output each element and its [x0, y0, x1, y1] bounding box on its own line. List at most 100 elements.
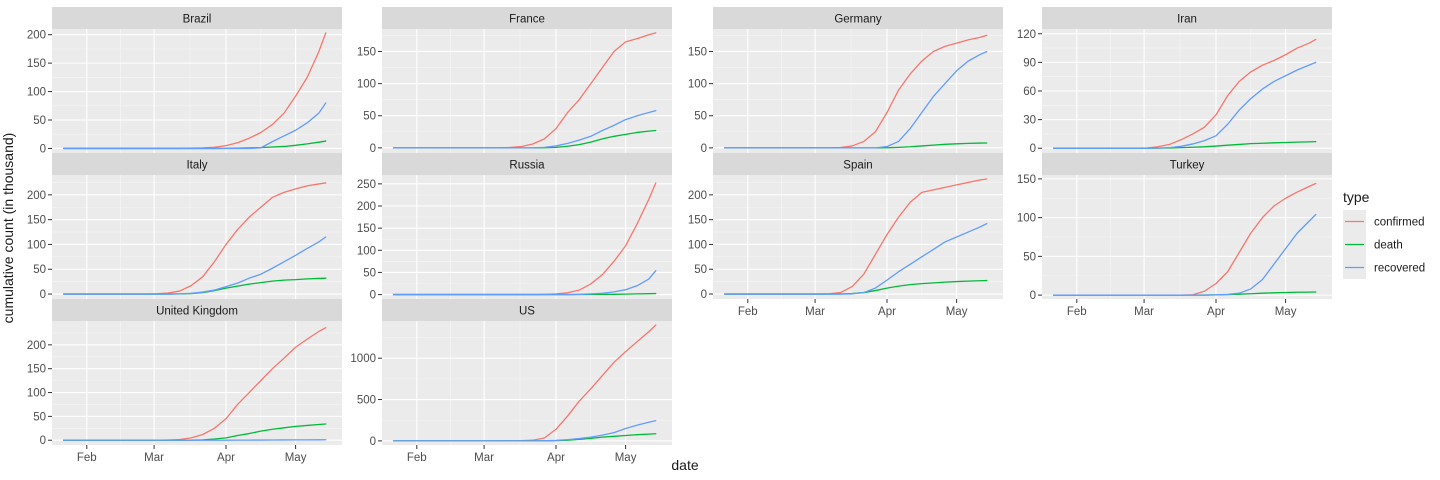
panel-background [382, 175, 672, 299]
panel-germany: Germany 0 50 100 150 [688, 7, 1003, 155]
y-tick-label: 250 [357, 179, 376, 191]
y-tick-label: 90 [1023, 57, 1036, 69]
x-axis-title: date [671, 457, 698, 473]
x-tick-label: Feb [407, 452, 427, 464]
panel-russia: Russia 0 50 100 150 200 250 [357, 153, 672, 302]
legend-entry-confirmed: confirmed [1343, 210, 1425, 233]
panel-background [52, 29, 342, 153]
panel-background [713, 29, 1003, 153]
y-tick-label: 50 [33, 264, 46, 276]
x-tick-label: Mar [474, 452, 494, 464]
panel-strip [52, 299, 342, 321]
panel-background [52, 175, 342, 299]
panel-strip [52, 7, 342, 29]
x-tick-label: May [946, 306, 968, 318]
panel-strip [1042, 7, 1332, 29]
panel-us: US 0 500 1000 Feb Mar Apr May [350, 299, 672, 464]
y-tick-label: 0 [1030, 290, 1036, 302]
y-tick-label: 100 [1017, 213, 1036, 225]
series-line-recovered [392, 109, 657, 149]
y-tick-label: 150 [27, 215, 46, 227]
y-axis-title: cumulative count (in thousand) [0, 133, 16, 324]
panel-background [382, 29, 672, 153]
y-tick-label: 0 [370, 143, 376, 155]
x-tick-label: Mar [1134, 306, 1154, 318]
y-tick-label: 0 [370, 290, 376, 302]
y-tick-label: 150 [357, 46, 376, 58]
panel-strip [713, 153, 1003, 175]
y-tick-label: 100 [27, 388, 46, 400]
y-tick-label: 200 [27, 30, 46, 42]
panel-title: Russia [509, 160, 545, 172]
y-tick-label: 150 [688, 215, 707, 227]
panel-title: Turkey [1170, 160, 1205, 172]
panel-background [52, 321, 342, 445]
x-tick-label: Mar [144, 452, 164, 464]
series-line-recovered [392, 270, 657, 296]
series-line-recovered [723, 50, 988, 149]
x-tick-label: Apr [1207, 306, 1225, 318]
panel-united-kingdom: United Kingdom 0 50 100 150 200 Feb Mar Apr May [27, 299, 342, 464]
panel-title: France [509, 14, 545, 26]
y-tick-label: 100 [27, 87, 46, 99]
panel-title: Spain [843, 160, 872, 172]
panel-strip [713, 7, 1003, 29]
panel-background [713, 175, 1003, 299]
legend-label: recovered [1374, 263, 1425, 275]
y-tick-label: 200 [27, 340, 46, 352]
x-tick-label: May [1275, 306, 1297, 318]
series-line-recovered [1052, 61, 1317, 149]
y-tick-label: 60 [1023, 86, 1036, 98]
y-tick-label: 0 [701, 143, 707, 155]
y-tick-label: 100 [27, 239, 46, 251]
y-tick-label: 0 [40, 143, 46, 155]
y-tick-label: 150 [357, 223, 376, 235]
y-tick-label: 50 [363, 267, 376, 279]
y-tick-label: 0 [370, 436, 376, 448]
panel-strip [52, 153, 342, 175]
y-tick-label: 150 [27, 58, 46, 70]
y-tick-label: 50 [1023, 251, 1036, 263]
panel-spain: Spain 0 50 100 150 200 Feb Mar Apr May [688, 153, 1003, 318]
x-tick-label: Apr [547, 452, 565, 464]
panel-turkey: Turkey 0 50 100 150 Feb Mar Apr May [1017, 153, 1332, 318]
x-tick-label: May [615, 452, 637, 464]
panel-title: Iran [1177, 14, 1197, 26]
legend-entry-recovered: recovered [1343, 256, 1425, 279]
series-line-recovered [723, 222, 988, 295]
y-tick-label: 100 [357, 79, 376, 91]
y-tick-label: 0 [701, 289, 707, 301]
y-tick-label: 200 [27, 190, 46, 202]
panel-strip [382, 7, 672, 29]
y-tick-label: 100 [688, 239, 707, 251]
y-tick-label: 0 [1030, 143, 1036, 155]
series-line-recovered [62, 236, 327, 295]
x-tick-label: Feb [1067, 306, 1087, 318]
panel-title: United Kingdom [156, 306, 238, 318]
legend-title: type [1343, 189, 1370, 205]
y-tick-label: 100 [688, 79, 707, 91]
series-line-recovered [392, 419, 657, 442]
y-tick-label: 30 [1023, 115, 1036, 127]
y-tick-label: 50 [33, 411, 46, 423]
legend-entry-death: death [1343, 233, 1403, 256]
panel-strip [1042, 153, 1332, 175]
y-tick-label: 500 [357, 395, 376, 407]
x-tick-label: May [285, 452, 307, 464]
panel-title: Brazil [183, 14, 212, 26]
x-tick-label: Feb [77, 452, 97, 464]
y-tick-label: 50 [33, 115, 46, 127]
panel-france: France 0 50 100 150 [357, 7, 672, 155]
panel-brazil: Brazil 0 50 100 150 200 [27, 7, 342, 155]
panels: Brazil050100150200France050100150Germany… [27, 7, 1332, 464]
x-tick-label: Mar [805, 306, 825, 318]
y-tick-label: 150 [688, 46, 707, 58]
x-tick-label: Apr [217, 452, 235, 464]
series-line-recovered [1052, 213, 1317, 296]
y-tick-label: 150 [27, 364, 46, 376]
series-line-recovered [62, 102, 327, 150]
y-tick-label: 50 [363, 111, 376, 123]
y-tick-label: 50 [694, 264, 707, 276]
panel-iran: Iran 0 30 60 90 120 [1017, 7, 1332, 155]
